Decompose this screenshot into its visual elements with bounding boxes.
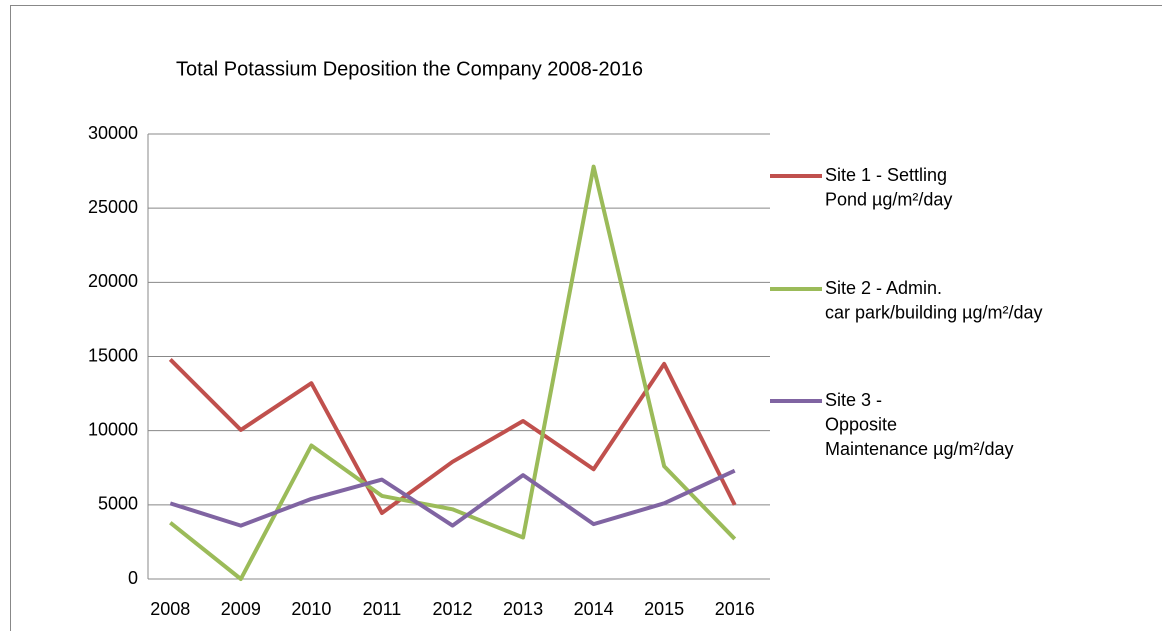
y-tick-label: 30000 [88,123,138,143]
y-tick-label: 5000 [98,494,138,514]
legend-label-line: Site 3 - [825,390,882,410]
series-line [169,468,736,528]
x-tick-label: 2010 [291,599,331,619]
y-tick-label: 10000 [88,419,138,439]
y-tick-label: 25000 [88,197,138,217]
x-tick-label: 2015 [644,599,684,619]
x-tick-label: 2016 [715,599,755,619]
legend-label-line: Site 2 - Admin. [825,278,942,298]
legend-label: Site 3 - Opposite Maintenance µg/m²/day [825,390,1013,459]
legend-label-line: Opposite [825,414,897,434]
x-tick-label: 2011 [363,599,402,619]
series-line [168,358,737,515]
chart-title: Total Potassium Deposition the Company 2… [176,58,643,80]
x-tick-label: 2008 [150,599,190,619]
x-tick-label: 2012 [432,599,472,619]
y-tick-label: 15000 [88,345,138,365]
chart-frame [10,5,1162,631]
legend-label-line: car park/building µg/m²/day [825,302,1042,322]
legend-label: Site 2 - Admin. car park/building µg/m²/d… [825,278,1042,323]
y-tick-label: 20000 [88,271,138,291]
y-tick-label: 0 [128,568,138,588]
legend-label: Site 1 - Settling Pond µg/m²/day [825,165,952,210]
legend-label-line: Site 1 - Settling [825,165,947,185]
legend-label-line: Pond µg/m²/day [825,189,952,209]
x-tick-label: 2013 [503,599,543,619]
x-tick-label: 2009 [221,599,261,619]
legend-label-line: Maintenance µg/m²/day [825,439,1013,459]
x-tick-label: 2014 [574,599,614,619]
series-line [169,164,737,581]
